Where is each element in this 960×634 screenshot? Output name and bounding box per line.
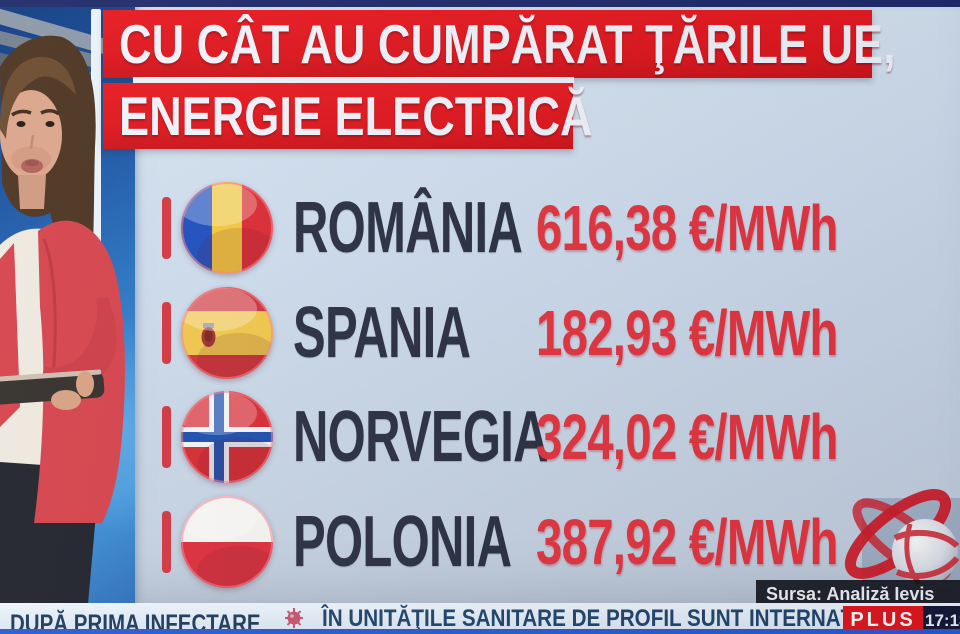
source-bar: Sursa: Analiză Ievis <box>756 580 960 606</box>
ticker-main-headline: ÎN UNITĂŢILE SANITARE DE PROFIL SUNT INT… <box>322 605 882 632</box>
country-name: ROMÂNIA <box>293 188 523 268</box>
virus-icon <box>285 608 303 628</box>
banner-divider <box>133 77 574 83</box>
presenter-illustration <box>0 7 125 604</box>
price-row-spania: SPANIA 182,93 €/MWh <box>150 287 960 379</box>
ticker-left-headline: DUPĂ PRIMA INFECTARE <box>10 610 261 634</box>
price-value: 182,93 €/MWh <box>536 297 838 369</box>
time-display: 17:13 <box>923 606 960 634</box>
spain-flag-icon <box>181 287 273 379</box>
price-value: 616,38 €/MWh <box>536 192 838 264</box>
price-value: 324,02 €/MWh <box>536 401 838 473</box>
top-frame-strip <box>0 0 960 7</box>
price-row-polonia: POLONIA 387,92 €/MWh <box>150 496 960 588</box>
news-ticker: DUPĂ PRIMA INFECTARE ÎN UNITĂŢILE SANITA… <box>0 603 960 634</box>
price-row-romania: ROMÂNIA 616,38 €/MWh <box>150 182 960 274</box>
headline-text-line2: ENERGIE ELECTRICĂ <box>119 84 593 147</box>
spain-emblem <box>201 323 216 347</box>
price-row-norvegia: NORVEGIA 324,02 €/MWh <box>150 391 960 483</box>
price-value: 387,92 €/MWh <box>536 506 838 578</box>
row-accent-bar <box>162 197 171 259</box>
romania-flag-icon <box>181 182 273 274</box>
country-name: POLONIA <box>293 502 512 582</box>
bottom-frame-strip <box>0 629 960 634</box>
realitatea-plus-logo-icon <box>845 489 960 586</box>
row-accent-bar <box>162 406 171 468</box>
source-label: Sursa: Analiză Ievis <box>766 584 935 604</box>
row-accent-bar <box>162 302 171 364</box>
country-name: NORVEGIA <box>293 397 549 477</box>
poland-flag-icon <box>181 496 273 588</box>
headline-banner-line2: ENERGIE ELECTRICĂ <box>103 83 593 149</box>
row-accent-bar <box>162 511 171 573</box>
headline-banner-line1: CU CÂT AU CUMPĂRAT ŢĂRILE UE, <box>103 10 896 78</box>
country-name: SPANIA <box>293 293 471 373</box>
headline-text-line1: CU CÂT AU CUMPĂRAT ŢĂRILE UE, <box>119 12 896 75</box>
norway-flag-icon <box>181 391 273 483</box>
